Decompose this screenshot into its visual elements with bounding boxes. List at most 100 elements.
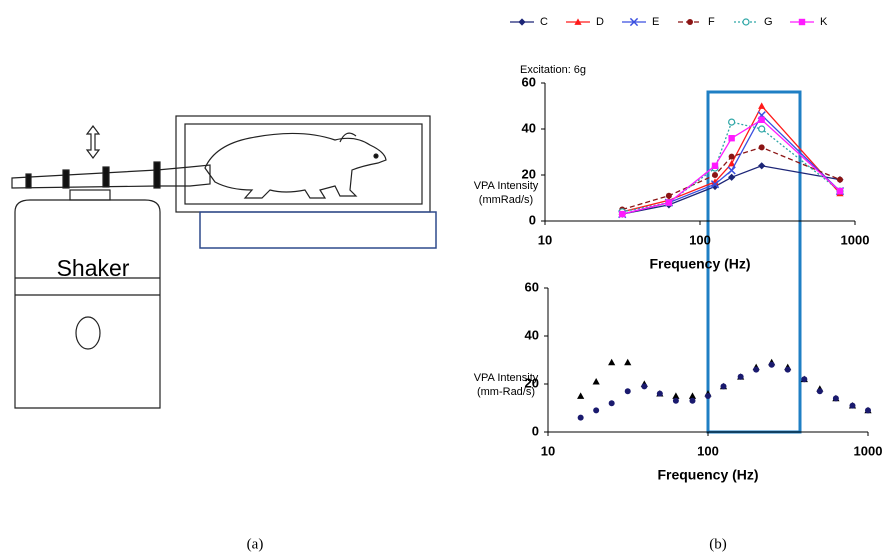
data-marker [665, 199, 673, 206]
series-line [622, 104, 841, 213]
series-line [622, 165, 841, 215]
annotation: Excitation: 6g [520, 64, 586, 76]
y-tick-label: 60 [525, 279, 539, 294]
y-axis-title: VPA Intensity [474, 372, 539, 384]
y-axis-title: VPA Intensity [474, 180, 539, 192]
data-marker [641, 383, 648, 390]
data-marker [758, 144, 765, 151]
y-tick-label: 20 [522, 166, 536, 181]
data-marker [849, 402, 856, 409]
data-marker [753, 366, 760, 373]
clamp [102, 166, 110, 188]
y-tick-label: 60 [522, 74, 536, 89]
shaker-mount [69, 189, 111, 201]
data-marker [624, 358, 632, 366]
data-marker [705, 393, 711, 399]
data-marker [577, 414, 584, 421]
legend-marker [742, 18, 750, 26]
data-marker [758, 162, 766, 170]
shaker-label: Shaker [57, 255, 130, 281]
legend-label: C [540, 16, 548, 28]
data-marker [836, 176, 843, 183]
shaker-body [14, 199, 161, 409]
data-marker [608, 358, 616, 366]
data-marker [720, 383, 727, 390]
data-marker [592, 378, 600, 385]
x-tick-label: 100 [697, 443, 719, 458]
clamp [153, 161, 161, 189]
data-marker [758, 116, 765, 123]
x-tick-label: 1000 [854, 443, 883, 458]
data-marker [712, 172, 719, 178]
data-marker [737, 373, 744, 380]
y-tick-label: 20 [525, 375, 539, 390]
x-axis-title: Frequency (Hz) [649, 256, 750, 272]
legend-label: D [596, 16, 604, 28]
y-tick-label: 40 [525, 327, 539, 342]
data-marker [784, 366, 791, 373]
data-marker [672, 397, 679, 404]
shaker-knob [75, 316, 101, 350]
platform [199, 211, 437, 249]
data-marker [768, 361, 775, 368]
y-tick-label: 40 [522, 120, 536, 135]
data-marker [608, 400, 615, 407]
legend-marker [687, 19, 693, 25]
x-tick-label: 100 [689, 232, 711, 247]
x-tick-label: 10 [541, 443, 555, 458]
legend-marker [574, 18, 582, 25]
data-marker [672, 392, 680, 399]
data-marker [865, 407, 871, 414]
data-marker [593, 407, 600, 414]
data-marker [758, 125, 766, 133]
legend-marker [629, 17, 639, 27]
data-marker [619, 210, 626, 218]
y-axis-title: (mm-Rad/s) [477, 386, 535, 398]
legend-label: F [708, 16, 715, 28]
x-tick-label: 10 [538, 232, 552, 247]
data-marker [727, 166, 736, 175]
legend-label: E [652, 16, 659, 28]
data-marker [801, 376, 808, 383]
data-marker [758, 102, 766, 109]
legend-label: K [820, 16, 828, 28]
y-axis-title: (mmRad/s) [479, 194, 533, 206]
legend-marker [518, 18, 526, 26]
clamp [62, 169, 70, 189]
data-marker [728, 153, 735, 160]
data-marker [665, 192, 672, 199]
data-marker [656, 390, 663, 397]
rat-ear [339, 132, 357, 143]
data-marker [836, 187, 844, 195]
data-marker [728, 135, 735, 142]
x-tick-label: 1000 [841, 232, 870, 247]
y-tick-label: 0 [529, 212, 536, 227]
series-line [622, 121, 841, 213]
data-marker [728, 118, 736, 126]
caption: (a) [247, 536, 264, 552]
data-marker [728, 173, 736, 181]
shaker-diagram [11, 115, 437, 409]
x-axis-title: Frequency (Hz) [657, 467, 758, 483]
cage-outer [175, 115, 431, 213]
rat-eye [373, 153, 379, 159]
data-marker [689, 397, 696, 404]
data-marker [728, 159, 736, 167]
data-marker [688, 392, 697, 399]
caption: (b) [709, 536, 727, 552]
series-line [622, 118, 841, 215]
data-marker [711, 162, 719, 169]
clamp [25, 173, 32, 189]
data-marker [710, 180, 720, 189]
data-marker [624, 388, 631, 395]
series-line [622, 146, 841, 211]
rat [204, 132, 387, 199]
legend-marker [798, 18, 806, 26]
data-marker [832, 395, 839, 402]
data-marker [577, 392, 585, 399]
data-marker [816, 388, 823, 395]
cage-inner [184, 123, 423, 205]
legend-label: G [764, 16, 773, 28]
shaker-rod [11, 164, 211, 189]
